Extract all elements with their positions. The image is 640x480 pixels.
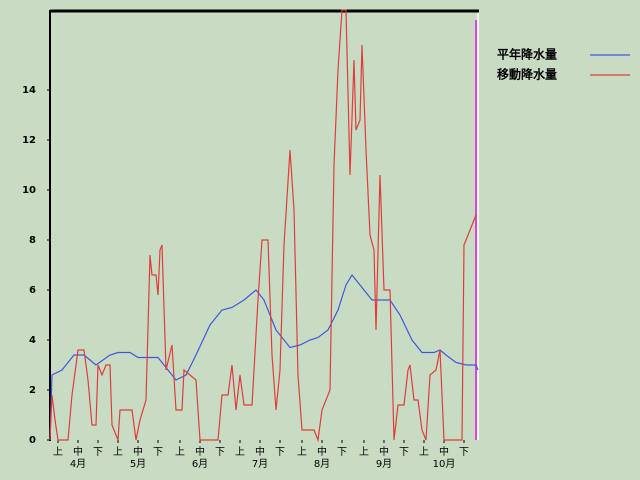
y-tick-label: 8	[29, 235, 36, 246]
legend-label: 移動降水量	[497, 67, 557, 82]
y-tick-label: 14	[22, 85, 36, 96]
series-line	[49, 9, 477, 443]
x-tick-label: 上	[419, 446, 429, 458]
month-label: 7月	[252, 458, 268, 470]
y-tick-label: 4	[29, 335, 36, 346]
x-tick-label: 下	[459, 447, 469, 458]
legend-label: 平年降水量	[497, 47, 557, 62]
month-label: 6月	[192, 458, 208, 470]
x-tick-label: 中	[195, 445, 205, 458]
x-tick-label: 下	[93, 447, 103, 458]
x-tick-label: 上	[359, 446, 369, 458]
y-tick-label: 6	[29, 285, 36, 296]
x-tick-label: 下	[275, 447, 285, 458]
x-tick-label: 下	[153, 447, 163, 458]
x-tick-label: 下	[399, 447, 409, 458]
x-tick-label: 上	[175, 446, 185, 458]
x-tick-label: 上	[53, 446, 63, 458]
x-tick-label: 中	[379, 445, 389, 458]
x-tick-label: 中	[439, 445, 449, 458]
x-tick-label: 中	[317, 445, 327, 458]
x-tick-label: 中	[255, 445, 265, 458]
month-label: 5月	[130, 458, 146, 470]
x-tick-label: 上	[297, 446, 307, 458]
y-tick-label: 0	[29, 435, 36, 446]
month-label: 10月	[433, 458, 456, 470]
x-tick-label: 中	[73, 445, 83, 458]
month-label: 4月	[70, 458, 86, 470]
y-tick-label: 10	[22, 185, 36, 196]
y-tick-label: 12	[22, 135, 36, 146]
month-label: 8月	[314, 458, 330, 470]
x-tick-label: 上	[113, 446, 123, 458]
x-tick-label: 上	[235, 446, 245, 458]
series-line	[49, 273, 479, 441]
month-label: 9月	[376, 458, 392, 470]
y-tick-label: 2	[29, 385, 36, 396]
x-tick-label: 下	[215, 447, 225, 458]
x-tick-label: 下	[337, 447, 347, 458]
x-tick-label: 中	[133, 445, 143, 458]
